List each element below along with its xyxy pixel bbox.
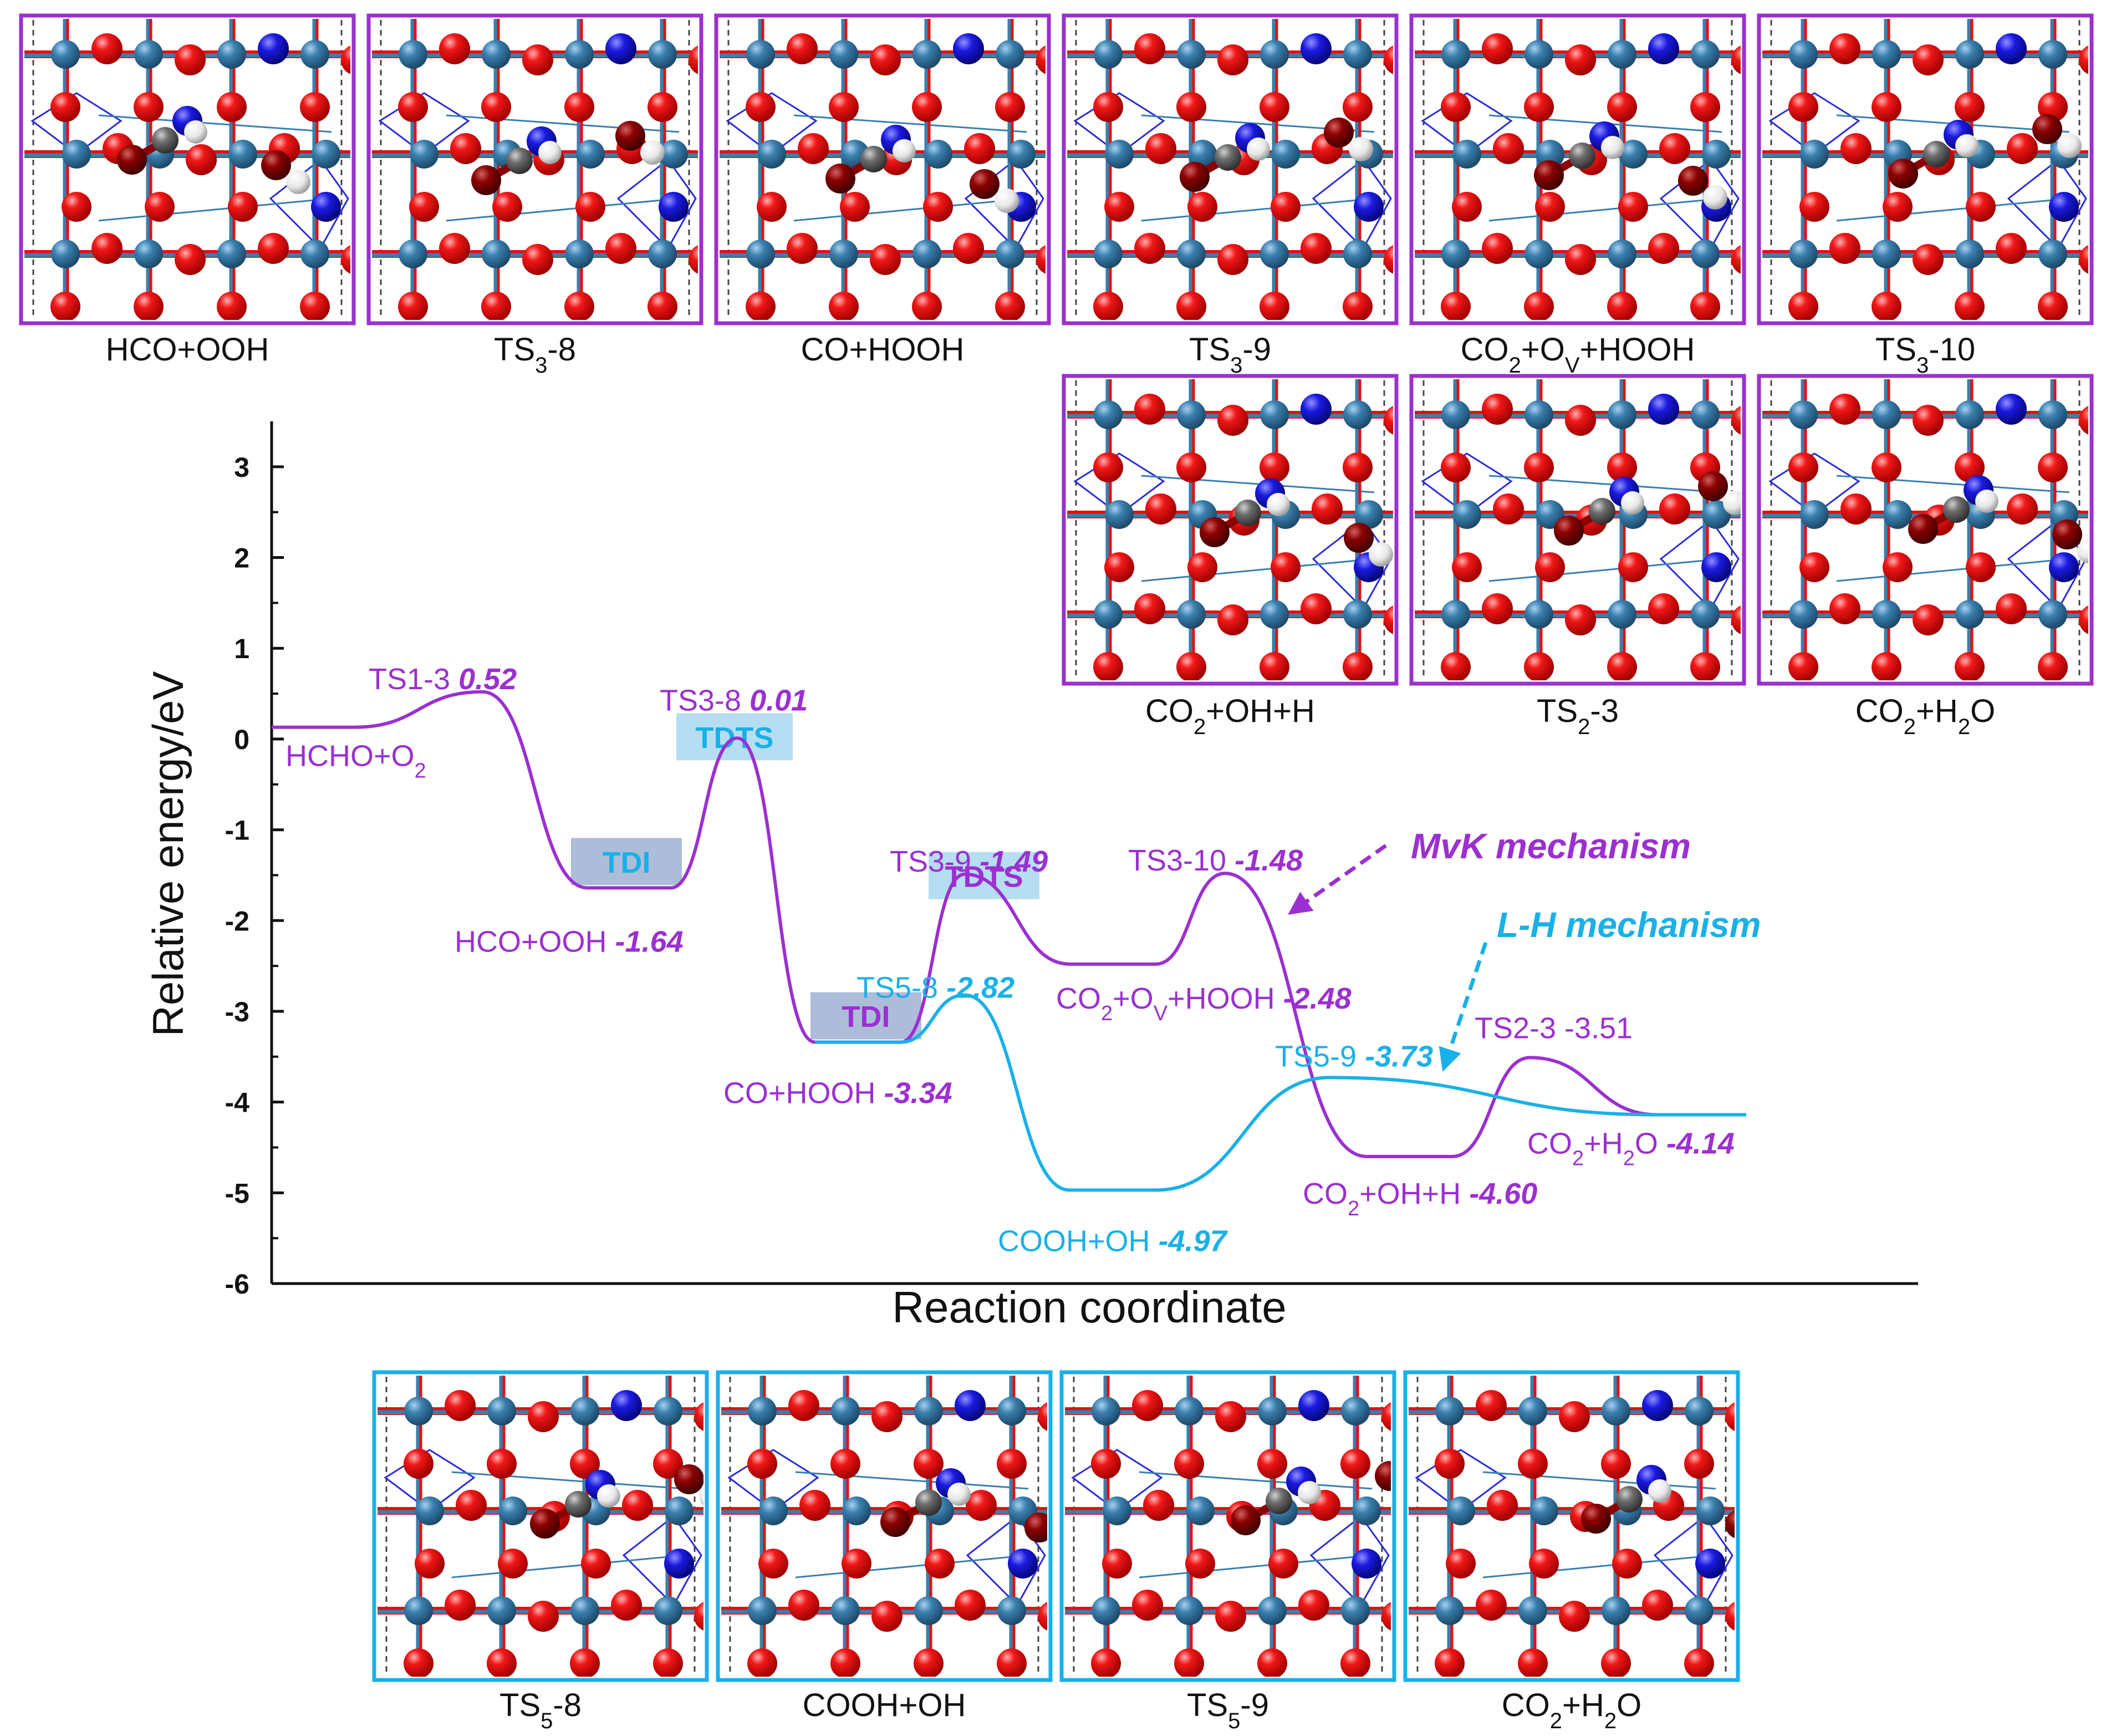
- panel-border: [1757, 374, 2094, 686]
- energy-label-HCHO+O2: HCHO+O2: [285, 740, 426, 783]
- energy-label-TS3-10: TS3-10 -1.48: [1128, 844, 1303, 877]
- panel-caption: CO+HOOH: [801, 332, 965, 368]
- series-lines: [272, 690, 1746, 1192]
- energy-label-CO2+H2O: CO2+H2O -4.14: [1527, 1127, 1735, 1170]
- tdi-box-co-text: TDI: [842, 1000, 890, 1034]
- panel-caption: CO2+H2O: [1855, 693, 1995, 739]
- lh-mechanism-label: L-H mechanism: [1497, 905, 1761, 945]
- panel-border: [716, 1370, 1053, 1682]
- structure-panel-bottom-1: TS5-8: [372, 1370, 709, 1733]
- mvk-mechanism-label: MvK mechanism: [1411, 826, 1691, 866]
- panel-caption: HCO+OOH: [106, 332, 269, 368]
- panel-border: [1409, 13, 1746, 325]
- panel-border: [1409, 374, 1746, 686]
- tdi-box-hco-text: TDI: [603, 846, 651, 879]
- y-tick-label: 0: [234, 724, 249, 755]
- y-tick-label: -6: [225, 1269, 249, 1300]
- lh-arrow: [1439, 941, 1488, 1072]
- energy-label-HCO+OOH: HCO+OOH -1.64: [455, 925, 684, 958]
- tdts-box-ts38: TDTS: [676, 713, 793, 761]
- x-axis-title: Reaction coordinate: [892, 1282, 1287, 1332]
- energy-labels: HCHO+O2 TS1-3 0.52 HCO+OOH -1.64 TS3-8 0.01…: [285, 663, 1735, 1258]
- structure-panel-bottom-2: COOH+OH: [716, 1370, 1053, 1723]
- panel-caption: CO2+OV+HOOH: [1461, 332, 1695, 378]
- structure-panel-mid-1: CO2+OH+H: [1062, 374, 1399, 739]
- y-tick-label: -4: [225, 1087, 250, 1118]
- panel-caption: CO2+H2O: [1502, 1687, 1641, 1733]
- structure-panel-mid-3: CO2+H2O: [1757, 374, 2094, 739]
- y-tick-label: 3: [234, 452, 249, 483]
- y-tick-label: -3: [225, 996, 249, 1027]
- structure-panel-top-3: CO+HOOH: [714, 13, 1051, 368]
- panel-caption: TS3-8: [494, 332, 576, 378]
- mvk-arrow: [1288, 844, 1388, 915]
- energy-label-TS5-8: TS5-8 -2.82: [856, 971, 1014, 1004]
- panel-border: [372, 1370, 709, 1682]
- panel-border: [714, 13, 1051, 325]
- panel-border: [1757, 13, 2094, 325]
- energy-label-CO2+OH+H: CO2+OH+H -4.60: [1303, 1177, 1537, 1220]
- structure-panel-top-1: HCO+OOH: [19, 13, 356, 368]
- structure-panel-top-4: TS3-9: [1062, 13, 1399, 378]
- panel-caption: TS5-9: [1187, 1687, 1269, 1733]
- energy-label-CO2+OV+HOOH: CO2+OV+HOOH -2.48: [1056, 982, 1352, 1025]
- panel-caption: CO2+OH+H: [1145, 693, 1315, 739]
- structure-panel-top-6: TS3-10: [1757, 13, 2094, 378]
- panel-border: [1403, 1370, 1740, 1682]
- structure-panel-top-5: CO2+OV+HOOH: [1409, 13, 1746, 378]
- structure-panel-top-2: TS3-8: [366, 13, 703, 378]
- y-tick-label: -2: [225, 905, 249, 936]
- energy-label-COOH+OH: COOH+OH -4.97: [998, 1224, 1228, 1258]
- panel-caption: COOH+OH: [803, 1687, 966, 1723]
- panel-caption: TS3-10: [1875, 332, 1975, 378]
- panel-border: [1059, 1370, 1396, 1682]
- energy-label-TS3-8: TS3-8 0.01: [660, 684, 808, 717]
- structure-panels: HCO+OOH TS3-8 CO+HOOH TS3-9 CO2+OV+HOOH TS3-1…: [19, 13, 2094, 1733]
- panel-border: [366, 13, 703, 325]
- mvk-profile-line: [272, 690, 1746, 1158]
- y-axis-title: Relative energy/eV: [144, 671, 192, 1036]
- structure-panel-mid-2: TS2-3: [1409, 374, 1746, 739]
- energy-label-TS3-9: TS3-9 -1.49: [890, 845, 1048, 878]
- panel-caption: TS2-3: [1537, 693, 1619, 739]
- tdi-box-hco: TDI: [571, 838, 682, 885]
- panel-caption: TS5-8: [499, 1687, 582, 1733]
- y-tick-label: 1: [234, 633, 249, 664]
- panel-border: [1062, 13, 1399, 325]
- axes: 3 2 1 0 -1 -2 -3 -4 -5 -6: [225, 421, 1918, 1300]
- energy-label-TS5-9: TS5-9 -3.73: [1275, 1040, 1433, 1073]
- y-tick-label: -5: [225, 1178, 249, 1209]
- panel-border: [1062, 374, 1399, 686]
- energy-label-TS1-3: TS1-3 0.52: [369, 663, 517, 696]
- panel-border: [19, 13, 356, 325]
- y-tick-label: 2: [234, 543, 249, 574]
- structure-panel-bottom-4: CO2+H2O: [1403, 1370, 1740, 1733]
- energy-label-TS2-3: TS2-3 -3.51: [1475, 1011, 1633, 1045]
- panel-caption: TS3-9: [1189, 332, 1271, 378]
- energy-label-CO+HOOH: CO+HOOH -3.34: [723, 1077, 952, 1110]
- y-tick-label: -1: [225, 815, 249, 846]
- structure-panel-bottom-3: TS5-9: [1059, 1370, 1396, 1733]
- tdi-box-co: TDI: [810, 992, 921, 1040]
- lh-profile-line: [815, 993, 1746, 1192]
- mechanism-labels: MvK mechanism L-H mechanism: [1288, 826, 1761, 1072]
